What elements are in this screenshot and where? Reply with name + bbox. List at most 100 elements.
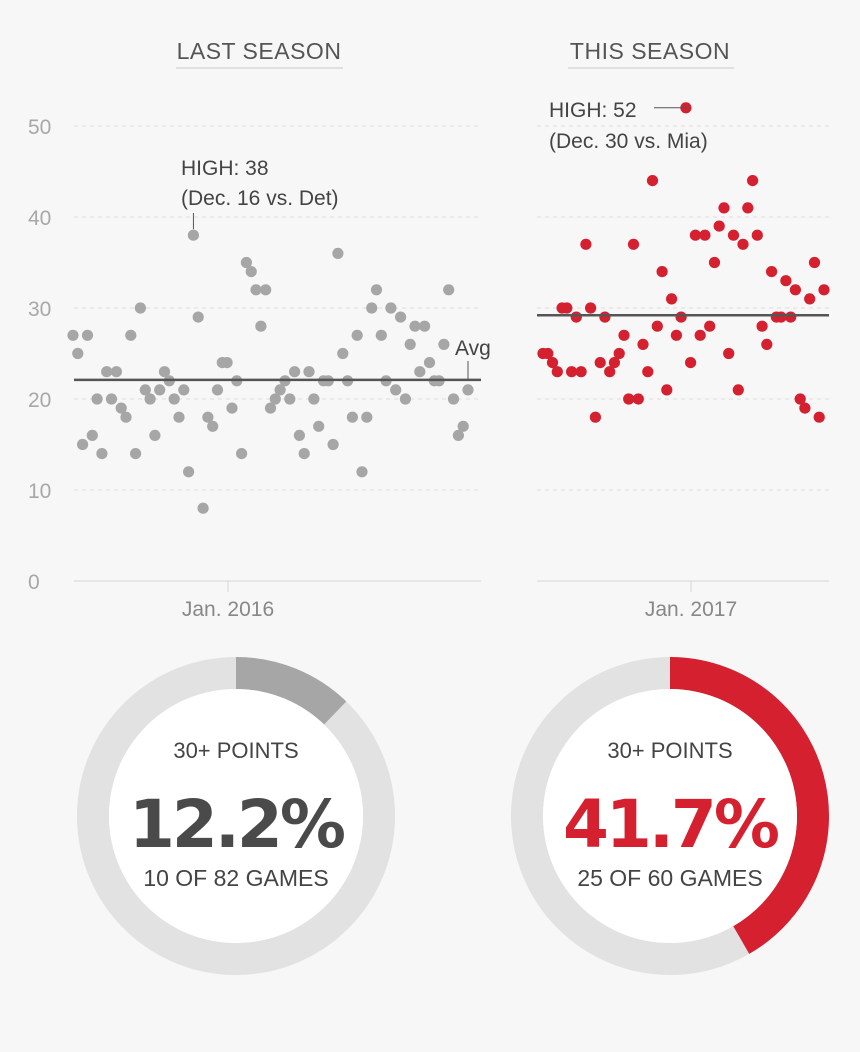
this-game-point — [656, 266, 668, 278]
last-game-point — [351, 329, 363, 341]
this-game-point — [756, 320, 768, 332]
this-game-point — [704, 320, 716, 332]
this-game-point — [594, 357, 606, 369]
this-game-point — [546, 357, 559, 369]
last-game-point — [423, 357, 436, 369]
this-game-point — [732, 384, 744, 396]
last-donut-label: 30+ POINTS — [173, 738, 298, 763]
last-game-point — [390, 384, 402, 396]
this-game-point — [761, 338, 773, 350]
last-game-point — [120, 411, 132, 423]
last-game-point — [207, 420, 219, 432]
last-game-point — [361, 411, 373, 423]
last-game-point — [356, 466, 368, 478]
last-high-annotation-line1: HIGH: 38 — [181, 157, 269, 180]
last-game-point — [375, 329, 387, 341]
this-game-point — [570, 311, 582, 323]
this-game-point — [637, 338, 649, 350]
last-game-point — [173, 411, 185, 423]
last-game-point — [438, 338, 450, 350]
last-game-point — [370, 284, 383, 296]
this-game-point — [689, 229, 702, 241]
last-game-point — [245, 266, 257, 278]
last-game-point — [313, 420, 325, 432]
this-game-point — [561, 302, 573, 314]
this-season-donut: 30+ POINTS 41.7% 25 OF 60 GAMES — [511, 657, 829, 975]
last-game-point — [192, 311, 204, 323]
last-game-point — [419, 320, 431, 332]
this-game-point — [589, 411, 602, 423]
this-game-point — [627, 238, 640, 250]
this-game-point — [542, 347, 554, 360]
last-game-point — [366, 302, 378, 314]
last-game-point — [346, 411, 358, 423]
this-game-point — [575, 366, 587, 378]
last-game-point — [221, 357, 233, 369]
last-game-point — [72, 347, 84, 360]
last-game-point — [183, 466, 195, 478]
last-game-point — [395, 311, 407, 323]
this-game-point — [585, 302, 597, 314]
last-game-point — [274, 384, 286, 396]
this-game-point — [723, 347, 735, 360]
last-game-point — [332, 247, 344, 259]
this-game-point — [580, 238, 592, 250]
last-game-point — [134, 302, 146, 314]
this-game-point — [599, 311, 611, 323]
last-game-point — [414, 366, 426, 378]
last-game-point — [260, 284, 272, 296]
last-game-point — [91, 393, 103, 405]
last-game-point — [293, 429, 305, 441]
y-tick-label-40: 40 — [28, 207, 51, 230]
this-game-point — [566, 366, 578, 378]
this-game-point — [708, 256, 721, 269]
this-game-point — [694, 329, 706, 341]
this-game-point — [604, 366, 616, 378]
this-donut-label: 30+ POINTS — [607, 738, 732, 763]
this-game-point — [813, 411, 825, 423]
y-tick-label-20: 20 — [28, 389, 51, 412]
last-x-tick-label: Jan. 2016 — [182, 598, 274, 621]
last-game-point — [447, 393, 460, 405]
this-game-point — [670, 329, 683, 341]
last-game-point — [125, 329, 137, 341]
y-tick-label-50: 50 — [28, 116, 51, 139]
this-game-point — [789, 284, 802, 296]
this-x-tick-label: Jan. 2017 — [645, 598, 737, 621]
this-game-point — [737, 238, 749, 250]
last-game-point — [327, 438, 339, 451]
last-game-point — [158, 366, 171, 378]
this-high-annotation-line1: HIGH: 52 — [549, 99, 637, 122]
last-game-point — [77, 438, 89, 451]
this-game-point — [785, 311, 797, 323]
last-game-point — [144, 393, 156, 405]
this-game-point — [632, 393, 644, 405]
last-game-point — [86, 429, 98, 441]
last-game-point — [96, 448, 108, 460]
last-game-point — [240, 256, 252, 269]
this-game-point — [713, 220, 725, 232]
this-game-point — [551, 366, 563, 378]
last-game-point — [457, 420, 469, 432]
this-game-point — [799, 402, 811, 414]
last-game-point — [462, 384, 474, 396]
last-average-label: Avg — [455, 337, 491, 360]
last-game-point — [187, 229, 199, 241]
last-game-point — [67, 329, 79, 341]
this-game-point — [699, 229, 711, 241]
last-donut-games: 10 OF 82 GAMES — [143, 865, 328, 891]
last-donut-percent: 12.2% — [129, 786, 345, 863]
this-game-point — [804, 293, 816, 305]
this-game-point — [618, 329, 630, 341]
last-game-point — [385, 302, 397, 314]
last-game-point — [404, 338, 416, 350]
last-game-point — [81, 329, 94, 341]
last-donut-arc — [235, 657, 347, 725]
this-game-point — [646, 175, 659, 187]
last-game-point — [101, 366, 113, 378]
this-game-point — [780, 275, 792, 287]
last-season-donut: 30+ POINTS 12.2% 10 OF 82 GAMES — [77, 657, 395, 975]
this-game-point — [666, 293, 678, 305]
this-game-point — [623, 393, 635, 405]
last-game-point — [250, 284, 262, 296]
